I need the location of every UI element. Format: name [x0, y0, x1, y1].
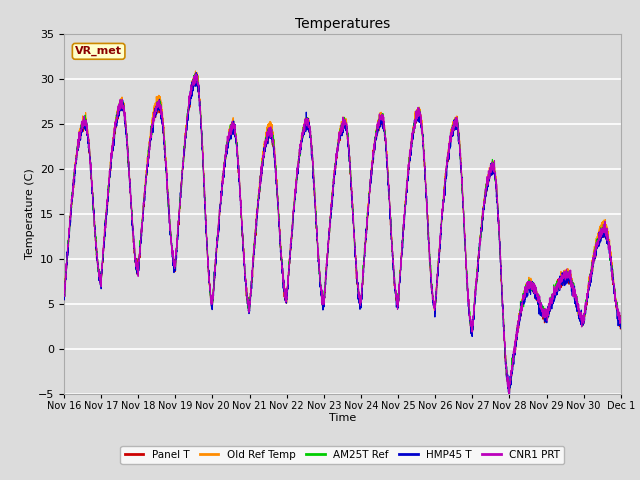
Y-axis label: Temperature (C): Temperature (C) — [25, 168, 35, 259]
Title: Temperatures: Temperatures — [295, 17, 390, 31]
Text: VR_met: VR_met — [75, 46, 122, 57]
Legend: Panel T, Old Ref Temp, AM25T Ref, HMP45 T, CNR1 PRT: Panel T, Old Ref Temp, AM25T Ref, HMP45 … — [120, 445, 564, 464]
X-axis label: Time: Time — [329, 413, 356, 423]
